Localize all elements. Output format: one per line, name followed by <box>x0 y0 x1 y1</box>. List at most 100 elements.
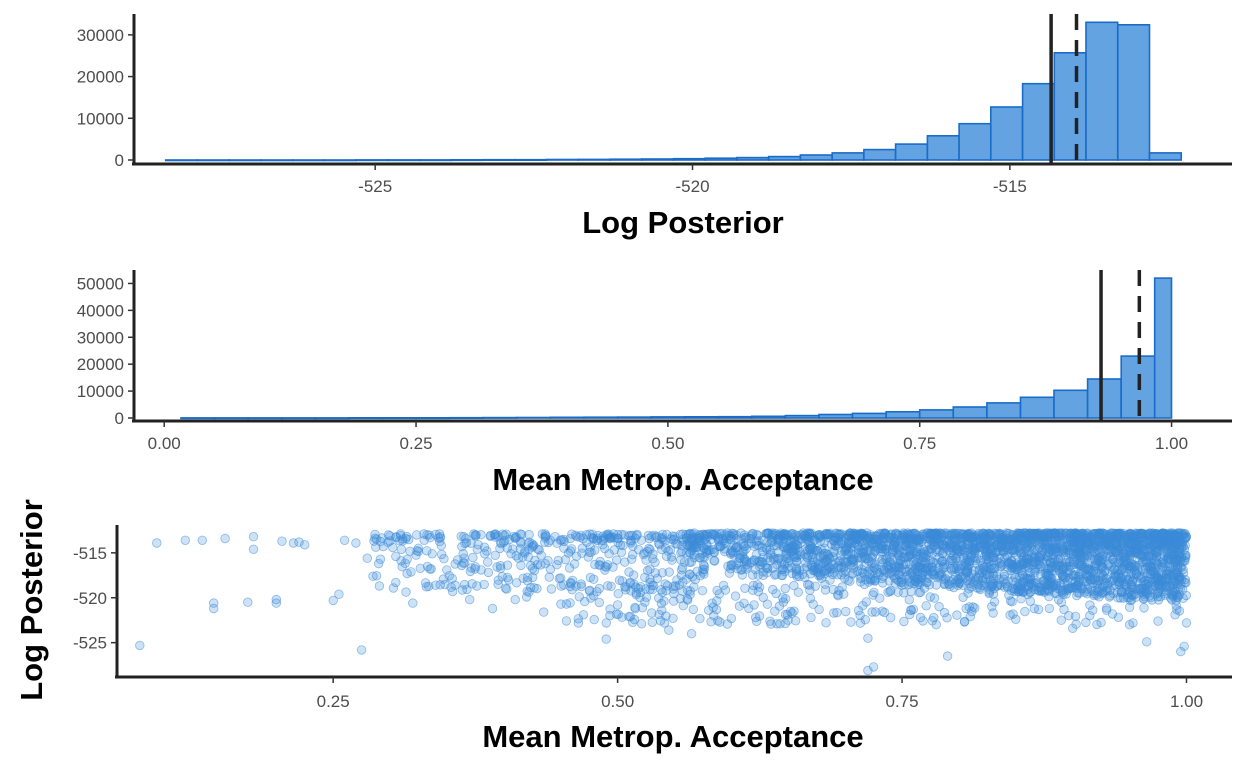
scatter-point <box>744 534 754 544</box>
histogram-bar <box>515 416 552 419</box>
scatter-point <box>1033 604 1044 615</box>
scatter-point <box>971 553 982 564</box>
scatter-point <box>540 533 550 543</box>
scatter-point <box>462 584 472 595</box>
scatter-point <box>975 584 986 595</box>
scatter-point <box>1035 553 1046 563</box>
scatter-point <box>942 651 953 661</box>
scatter-point <box>756 557 767 567</box>
y-tick-label: 20000 <box>77 355 124 374</box>
scatter-point <box>991 571 1002 581</box>
scatter-point <box>737 551 748 562</box>
y-tick-label: 20000 <box>77 68 124 87</box>
scatter-point <box>457 541 467 552</box>
scatter-point <box>963 588 973 598</box>
histogram-bar <box>784 414 820 419</box>
scatter-point <box>563 548 574 558</box>
histogram-bar <box>247 417 283 420</box>
log-posterior-x-ticks: -525 -520 -515 <box>358 164 1027 196</box>
scatter-point <box>1122 553 1132 564</box>
scatter-points <box>135 528 1192 676</box>
scatter-point <box>356 645 367 655</box>
scatter-point <box>636 619 647 629</box>
x-tick-label: 1.00 <box>1155 434 1188 453</box>
scatter-point <box>791 566 802 576</box>
scatter-point <box>1139 603 1149 613</box>
scatter-point <box>419 535 429 546</box>
y-tick-label: 50000 <box>77 274 124 293</box>
scatter-point <box>1025 596 1036 607</box>
scatter-point <box>580 596 590 607</box>
scatter-point <box>739 598 749 609</box>
scatter-point <box>576 581 587 592</box>
y-tick-label: 10000 <box>77 382 124 401</box>
scatter-point <box>664 567 674 577</box>
scatter-point <box>814 563 824 574</box>
histogram-bar <box>280 417 317 420</box>
scatter-point <box>915 563 925 573</box>
histogram-bar <box>818 413 854 419</box>
scatter-point <box>600 562 610 572</box>
scatter-point <box>772 619 782 629</box>
x-tick-label: 0.25 <box>400 434 433 453</box>
scatter-point <box>1113 593 1123 603</box>
scatter-point <box>793 587 804 597</box>
scatter-point <box>863 633 873 643</box>
scatter-point <box>556 581 566 591</box>
scatter-point <box>877 606 887 616</box>
scatter-point <box>248 544 259 555</box>
histogram-bar <box>616 416 652 419</box>
scatter-point <box>1138 549 1148 560</box>
scatter-point <box>908 604 919 615</box>
scatter-point <box>718 580 729 591</box>
scatter-point <box>724 568 735 578</box>
scatter-point <box>522 576 533 586</box>
scatter-point <box>220 533 230 544</box>
scatter-point <box>803 579 813 590</box>
scatter-point <box>1146 592 1156 603</box>
scatter-point <box>701 547 712 557</box>
scatter-point <box>934 601 944 612</box>
scatter-point <box>578 610 589 620</box>
scatter-point <box>515 544 526 554</box>
scatter-point <box>1048 549 1058 560</box>
scatter-point <box>652 531 662 541</box>
scatter-point <box>987 560 997 570</box>
scatter-point <box>675 594 685 604</box>
scatter-point <box>1153 616 1163 626</box>
histogram-bar <box>448 416 485 420</box>
scatter-point <box>810 535 820 546</box>
scatter-point <box>450 559 460 569</box>
scatter-point <box>437 549 447 560</box>
scatter-point <box>436 541 447 551</box>
scatter-point <box>695 613 705 624</box>
scatter-point <box>927 568 937 578</box>
histogram-bar <box>1148 152 1183 161</box>
histogram-bar <box>180 417 216 420</box>
scatter-point <box>789 551 799 562</box>
scatter-point <box>868 662 879 672</box>
scatter-point <box>915 612 926 623</box>
scatter-point <box>989 597 1000 607</box>
histogram-bar <box>918 409 955 419</box>
scatter-point <box>510 594 520 605</box>
scatter-point <box>1107 528 1117 539</box>
histogram-bar <box>577 158 611 161</box>
scatter-point <box>1056 597 1067 608</box>
scatter-point <box>408 598 418 608</box>
scatter-point <box>571 551 582 562</box>
scatter-point <box>665 545 676 555</box>
acceptance-x-ticks: 0.00 0.25 0.50 0.75 1.00 <box>148 421 1188 453</box>
scatter-point <box>612 555 622 565</box>
histogram-bar <box>1086 378 1122 419</box>
scatter-point <box>906 534 916 544</box>
scatter-point <box>476 565 486 575</box>
scatter-point <box>853 605 864 616</box>
scatter-point <box>697 586 708 596</box>
scatter-point <box>487 603 498 614</box>
histogram-bar <box>958 122 992 161</box>
scatter-point <box>516 560 526 571</box>
scatter-point <box>781 548 791 558</box>
scatter-point <box>726 613 737 624</box>
scatter-point <box>995 562 1005 572</box>
